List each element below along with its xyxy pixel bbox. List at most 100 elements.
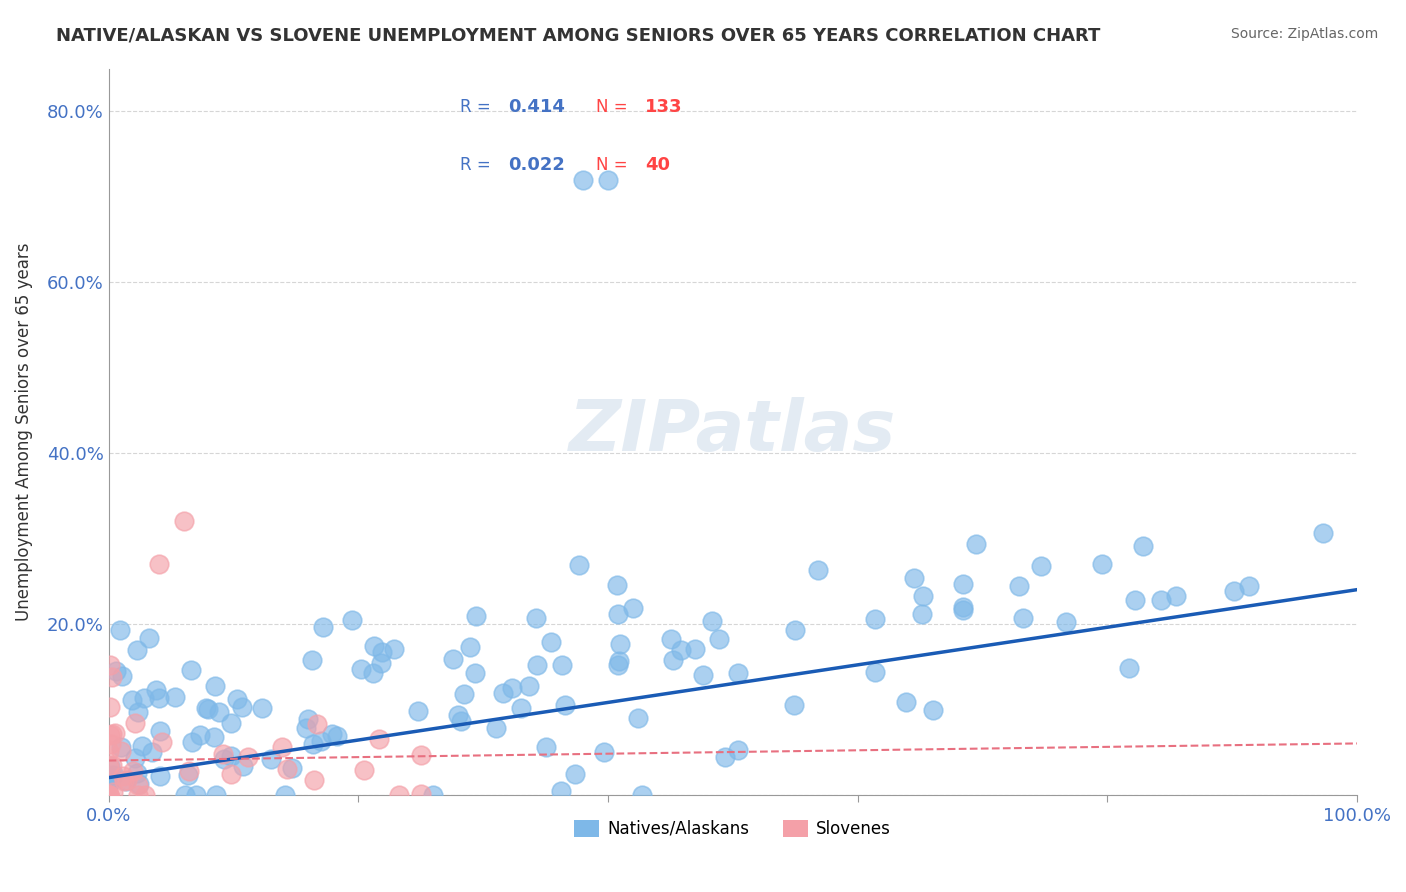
- Point: [485, 721, 508, 735]
- Point: [965, 536, 987, 550]
- Point: [104, 726, 127, 740]
- Point: [125, 765, 148, 780]
- Point: [180, 663, 202, 677]
- Point: [112, 773, 135, 788]
- Point: [596, 172, 619, 186]
- Point: [627, 711, 650, 725]
- Point: [388, 788, 411, 802]
- Point: [609, 637, 631, 651]
- Point: [111, 668, 134, 682]
- Point: [350, 662, 373, 676]
- Point: [100, 737, 122, 751]
- Point: [219, 749, 242, 764]
- Point: [231, 699, 253, 714]
- Point: [97, 777, 120, 791]
- Point: [371, 645, 394, 659]
- Point: [406, 704, 429, 718]
- Point: [606, 607, 628, 621]
- Point: [1029, 559, 1052, 574]
- Point: [492, 686, 515, 700]
- Point: [177, 768, 200, 782]
- Point: [297, 712, 319, 726]
- Point: [1054, 615, 1077, 630]
- Point: [727, 743, 749, 757]
- Point: [202, 730, 225, 744]
- Point: [607, 657, 630, 672]
- Point: [321, 727, 343, 741]
- Point: [103, 768, 125, 782]
- Point: [127, 788, 149, 802]
- Text: R =: R =: [460, 97, 496, 116]
- Point: [98, 699, 121, 714]
- Point: [108, 623, 131, 637]
- Point: [727, 666, 749, 681]
- Point: [363, 665, 385, 680]
- Point: [524, 611, 547, 625]
- Point: [98, 758, 121, 772]
- Point: [683, 642, 706, 657]
- Point: [127, 778, 149, 792]
- Point: [458, 640, 481, 655]
- Point: [922, 703, 945, 717]
- Point: [232, 759, 254, 773]
- Point: [127, 706, 149, 720]
- Point: [97, 744, 120, 758]
- Point: [179, 764, 201, 778]
- Point: [188, 728, 211, 742]
- Text: 0.022: 0.022: [508, 156, 565, 174]
- Point: [138, 631, 160, 645]
- Point: [97, 788, 120, 802]
- Text: 133: 133: [645, 97, 683, 116]
- Point: [212, 752, 235, 766]
- Point: [1008, 578, 1031, 592]
- Point: [110, 744, 132, 758]
- Point: [145, 683, 167, 698]
- Point: [173, 514, 195, 528]
- Point: [1223, 583, 1246, 598]
- Point: [221, 766, 243, 780]
- Point: [1118, 661, 1140, 675]
- Point: [865, 665, 887, 680]
- Point: [621, 600, 644, 615]
- Point: [205, 788, 228, 802]
- Point: [631, 788, 654, 802]
- Point: [281, 761, 304, 775]
- Point: [148, 690, 170, 705]
- Point: [952, 600, 974, 615]
- Point: [148, 723, 170, 738]
- Point: [271, 739, 294, 754]
- Point: [517, 679, 540, 693]
- Point: [307, 716, 329, 731]
- Point: [141, 745, 163, 759]
- Point: [110, 739, 132, 754]
- Point: [97, 788, 120, 802]
- Point: [1150, 593, 1173, 607]
- Point: [534, 740, 557, 755]
- Point: [184, 788, 207, 802]
- Point: [181, 735, 204, 749]
- Point: [1012, 611, 1035, 625]
- Point: [370, 657, 392, 671]
- Point: [607, 654, 630, 668]
- Point: [221, 715, 243, 730]
- Point: [121, 764, 143, 778]
- Point: [194, 700, 217, 714]
- Point: [501, 681, 523, 695]
- Point: [785, 623, 807, 637]
- Text: 40: 40: [645, 156, 671, 174]
- Point: [952, 576, 974, 591]
- Point: [1091, 558, 1114, 572]
- Point: [101, 757, 124, 772]
- Point: [450, 714, 472, 728]
- Text: Source: ZipAtlas.com: Source: ZipAtlas.com: [1230, 27, 1378, 41]
- Point: [441, 652, 464, 666]
- Point: [204, 679, 226, 693]
- Point: [115, 772, 138, 787]
- Point: [101, 768, 124, 782]
- Point: [112, 769, 135, 783]
- Point: [225, 691, 247, 706]
- Point: [422, 788, 444, 802]
- Point: [464, 665, 486, 680]
- Point: [592, 745, 614, 759]
- Point: [912, 589, 935, 603]
